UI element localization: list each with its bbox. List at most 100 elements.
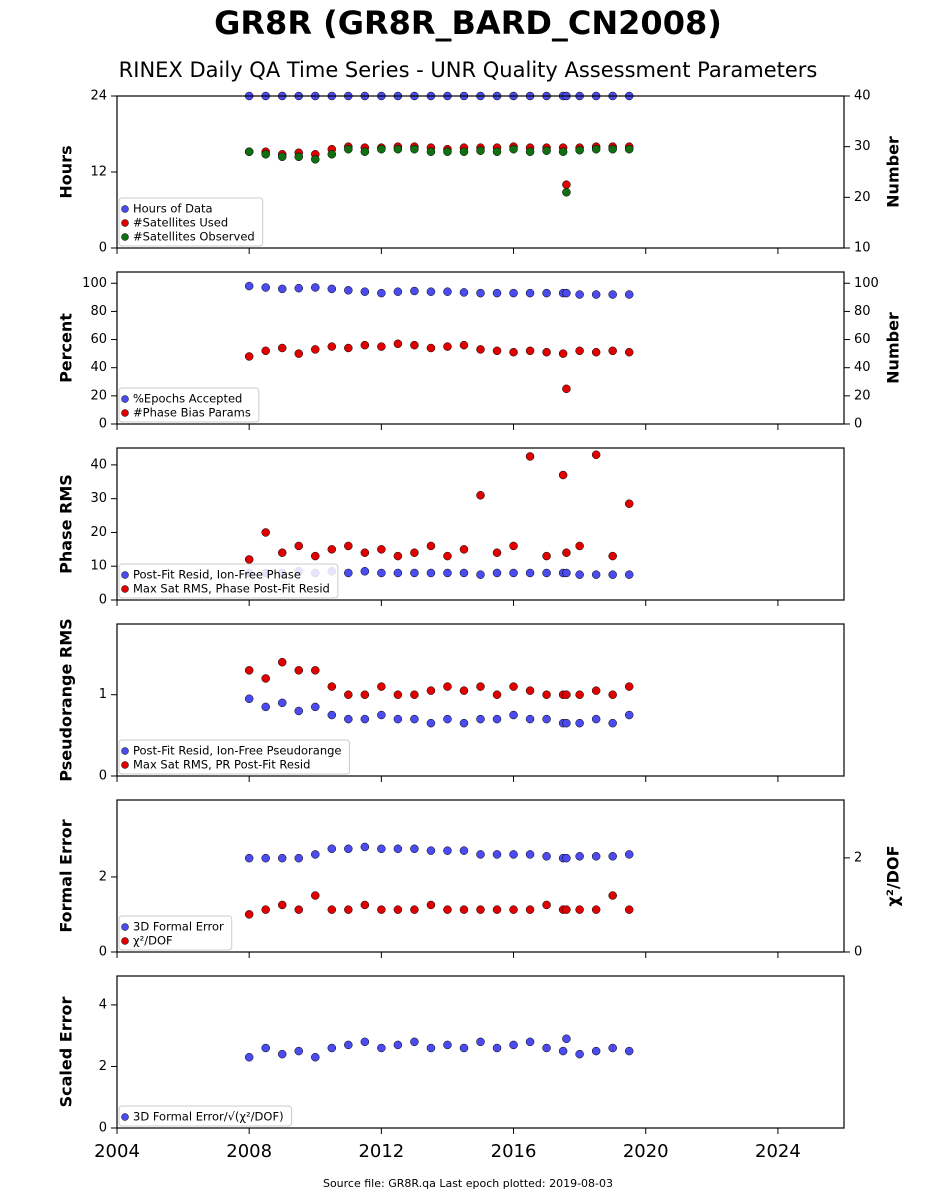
point: [426, 568, 436, 578]
x-tick-label: 2004: [94, 1141, 140, 1162]
point: [261, 528, 270, 537]
point: [261, 674, 270, 683]
point: [509, 541, 518, 551]
point: [525, 905, 535, 914]
y-tick-label: 0: [99, 945, 107, 960]
point: [608, 1043, 617, 1053]
point: [426, 541, 436, 551]
plot-frame: [116, 271, 845, 425]
point: [443, 551, 452, 561]
point: [525, 452, 535, 461]
point: [393, 844, 403, 854]
y2-tick-label: 2: [854, 850, 862, 865]
point: [624, 682, 634, 691]
x-tick-label: 2024: [755, 1141, 801, 1162]
point: [542, 852, 551, 861]
point: [360, 567, 370, 576]
point: [377, 288, 386, 298]
point: [608, 852, 617, 861]
point: [542, 690, 551, 699]
point: [410, 1037, 419, 1047]
point: [492, 147, 502, 156]
point: [261, 905, 270, 914]
point: [575, 718, 584, 728]
point: [327, 710, 337, 720]
point: [608, 144, 617, 154]
point: [393, 551, 403, 561]
point: [244, 910, 254, 919]
point: [492, 850, 502, 859]
y-tick-label: 20: [90, 525, 107, 540]
point: [509, 144, 518, 154]
point: [575, 346, 584, 356]
y-tick-label: 40: [90, 360, 107, 375]
plot-frame: [116, 447, 845, 601]
point: [261, 853, 270, 863]
point: [525, 288, 535, 298]
point: [542, 900, 551, 910]
point: [294, 905, 303, 914]
y-tick-label: 2: [99, 1059, 107, 1074]
point: [443, 342, 452, 351]
point: [277, 853, 287, 863]
point: [426, 147, 436, 156]
point: [591, 290, 601, 299]
point: [277, 152, 287, 162]
point: [476, 905, 485, 914]
legend-box: [118, 1105, 293, 1127]
point: [509, 1040, 518, 1050]
point: [509, 682, 518, 691]
point: [311, 850, 320, 859]
point: [261, 150, 270, 159]
point: [311, 155, 320, 164]
plot-frame: [116, 799, 845, 953]
point: [558, 147, 568, 156]
point: [294, 541, 303, 551]
point: [277, 284, 287, 294]
point: [509, 568, 518, 578]
point: [459, 545, 469, 554]
point: [244, 555, 254, 564]
point: [525, 714, 535, 724]
point: [562, 718, 571, 728]
point: [443, 147, 452, 156]
y2-tick-label: 30: [854, 139, 871, 154]
legend-marker: [121, 937, 129, 945]
point: [476, 714, 485, 724]
point: [410, 844, 419, 854]
point: [426, 1043, 436, 1053]
legend: 3D Formal Error/√(χ²/DOF): [118, 1105, 293, 1127]
legend-label: 3D Formal Error/√(χ²/DOF): [133, 1110, 284, 1124]
point: [476, 850, 485, 859]
legend: %Epochs Accepted#Phase Bias Params: [118, 387, 260, 423]
point: [509, 905, 518, 914]
point: [558, 470, 568, 480]
point: [459, 288, 469, 297]
point: [509, 288, 518, 298]
y-tick-label: 0: [99, 241, 107, 256]
point: [624, 1046, 634, 1056]
point: [476, 146, 485, 155]
point: [377, 905, 386, 914]
legend-label: Hours of Data: [133, 202, 213, 216]
y-tick-label: 0: [99, 1121, 107, 1136]
point: [525, 568, 535, 578]
y2-tick-label: 10: [854, 241, 871, 256]
point: [542, 347, 551, 357]
point: [562, 384, 571, 394]
legend-label: Post-Fit Resid, Ion-Free Pseudorange: [133, 744, 341, 758]
x-tick-label: 2008: [226, 1141, 272, 1162]
point: [311, 702, 320, 712]
point: [476, 1037, 485, 1047]
legend-label: #Satellites Observed: [133, 230, 255, 244]
legend-marker: [121, 409, 129, 417]
point: [459, 1043, 469, 1053]
point: [410, 568, 419, 578]
point: [476, 491, 485, 500]
point: [277, 1049, 287, 1059]
x-tick-label: 2012: [358, 1141, 404, 1162]
point: [393, 568, 403, 578]
